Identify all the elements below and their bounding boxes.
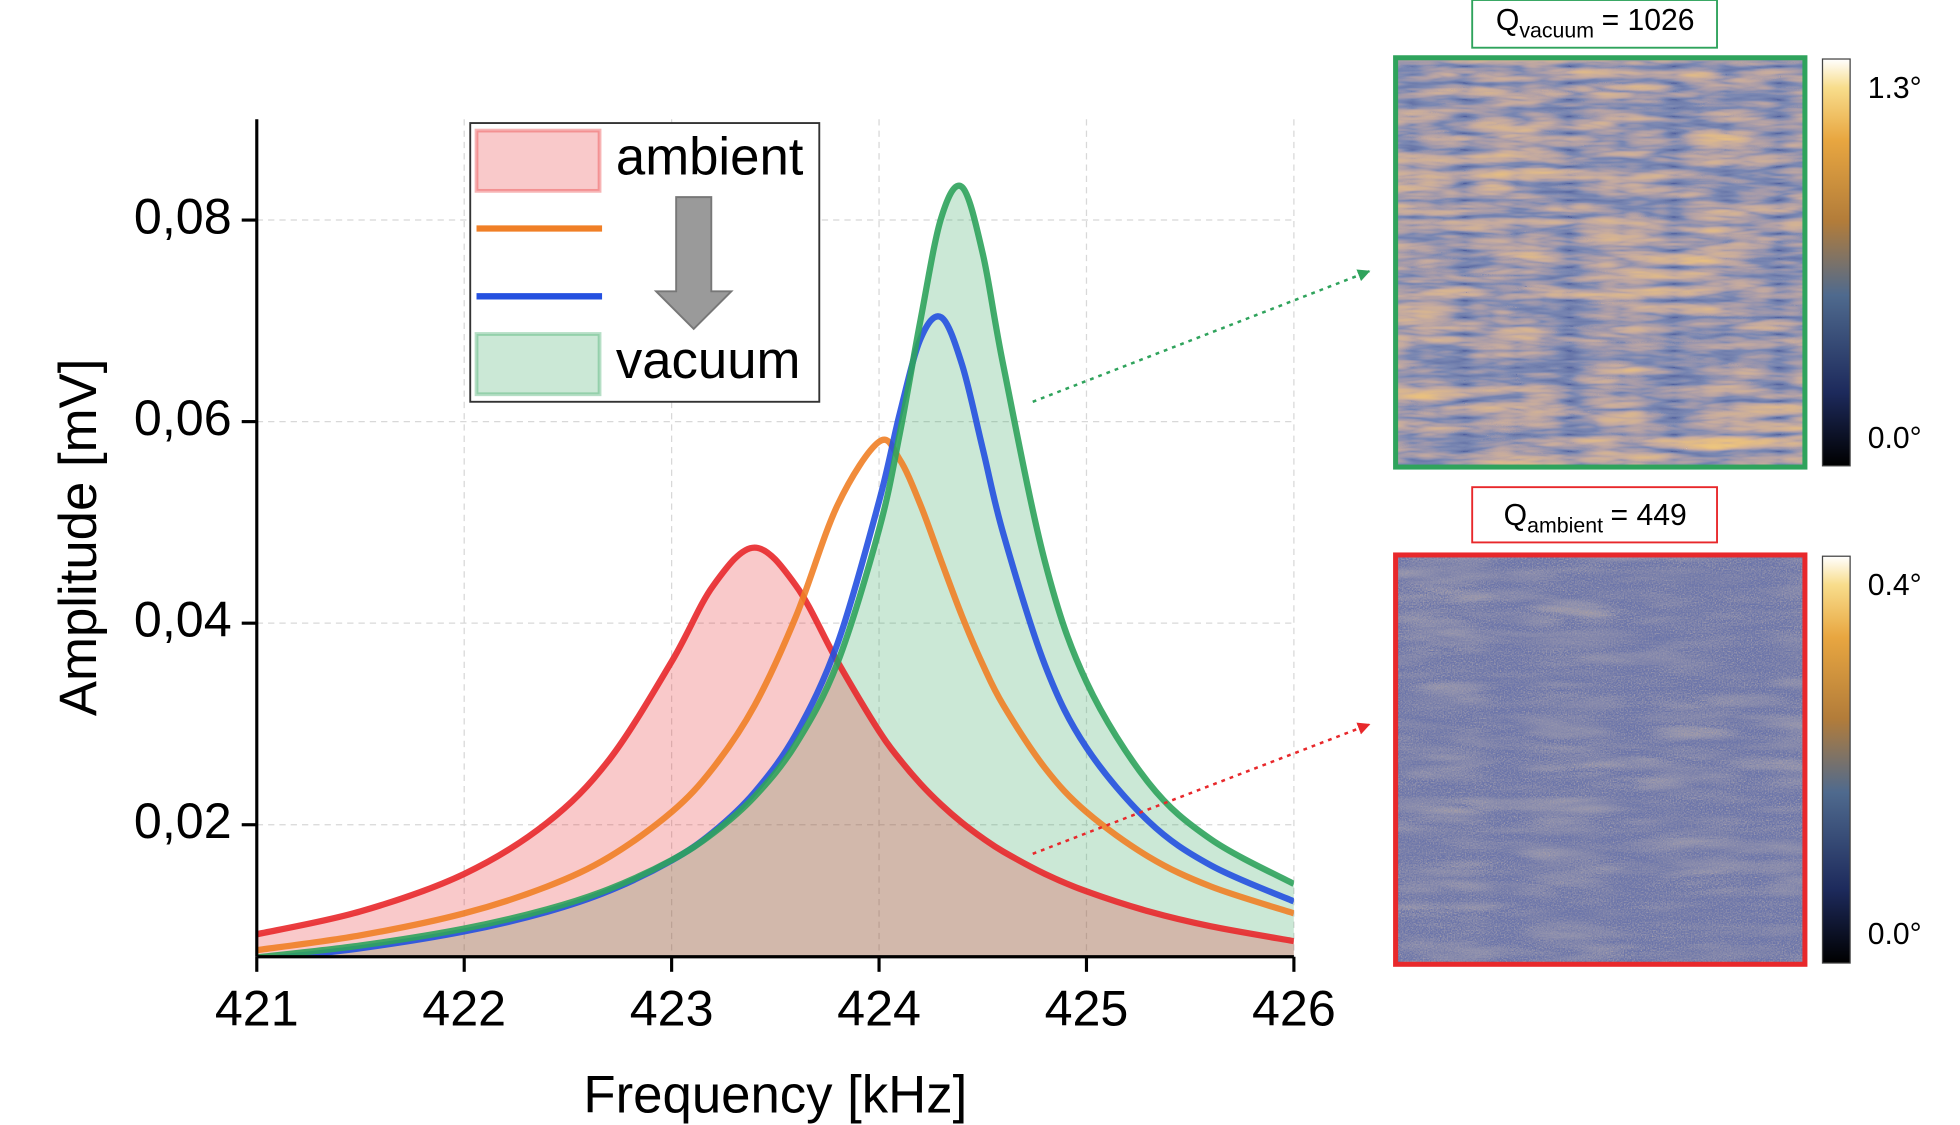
x-tick-label: 423 — [630, 980, 714, 1036]
legend-swatch — [474, 128, 602, 193]
legend-label: vacuum — [616, 331, 801, 390]
pointer-arrow — [1032, 269, 1371, 403]
phase-image — [1395, 554, 1805, 965]
label-value: = 1026 — [1602, 4, 1695, 37]
pointer-arrow — [1032, 722, 1371, 855]
image-border — [1393, 552, 1808, 967]
y-tick-label: 0,04 — [134, 591, 232, 647]
inset-label: Qvacuum = 1026 — [1496, 4, 1695, 43]
colorbar-max: 1.3° — [1868, 72, 1922, 105]
inset-label-box — [1471, 486, 1718, 544]
area — [256, 547, 1294, 957]
y-tick-label: 0,08 — [134, 188, 232, 244]
label-main: Q — [1504, 499, 1527, 532]
x-tick-label: 422 — [422, 980, 506, 1036]
area — [256, 185, 1294, 957]
colorbar — [1821, 58, 1851, 467]
inset: Qambient = 449 0.4° 0.0° — [1393, 486, 1922, 967]
phase-image — [1395, 57, 1805, 468]
y-axis-label: Amplitude [mV] — [49, 359, 108, 716]
label-value: = 449 — [1611, 499, 1687, 532]
series-layer — [256, 182, 1294, 957]
inset: Qvacuum = 1026 1.3° 0.0° — [1393, 0, 1922, 470]
colorbar-min: 0.0° — [1868, 918, 1922, 951]
x-tick-label: 424 — [837, 980, 921, 1036]
y-tick-label: 0,02 — [134, 793, 232, 849]
line — [256, 182, 1294, 957]
colorbar — [1821, 555, 1851, 964]
colorbar-min: 0.0° — [1868, 422, 1922, 455]
x-tick-label: 425 — [1045, 980, 1129, 1036]
legend-label: ambient — [616, 128, 804, 187]
label-sub: vacuum — [1519, 19, 1594, 43]
inset-label: Qambient = 449 — [1504, 499, 1687, 538]
label-sub: ambient — [1527, 513, 1603, 537]
image-border — [1393, 55, 1808, 470]
colorbar-max: 0.4° — [1868, 569, 1922, 602]
legend-swatch — [474, 332, 602, 397]
line — [256, 544, 1294, 945]
label-main: Q — [1496, 4, 1519, 37]
legend-box — [469, 122, 821, 403]
line — [256, 436, 1294, 954]
inset-label-box — [1471, 0, 1718, 49]
axes: 0,02 0,04 0,06 0,08 421 422 423 424 425 426 — [134, 119, 1336, 1036]
x-axis-label: Frequency [kHz] — [583, 1066, 967, 1125]
legend-arrow — [653, 196, 734, 331]
y-tick-label: 0,06 — [134, 390, 232, 446]
x-tick-label: 426 — [1252, 980, 1336, 1036]
legend: ambient vacuum — [469, 122, 821, 403]
plot-area — [256, 182, 1294, 957]
x-tick-label: 421 — [215, 980, 299, 1036]
